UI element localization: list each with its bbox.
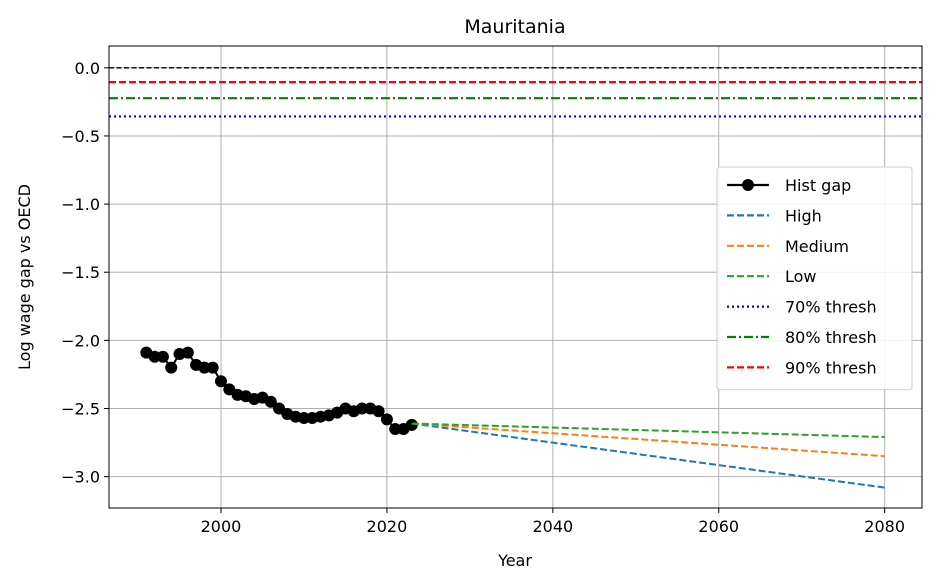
legend-box	[716, 166, 913, 391]
y-tick-label: −2.0	[61, 331, 100, 350]
x-tick-label: 2080	[864, 517, 905, 536]
y-tick-label: 0.0	[75, 59, 100, 78]
data-point	[380, 413, 393, 426]
data-point	[405, 418, 418, 431]
legend: Hist gap High Medium Low 70% thresh 80% thres…	[716, 166, 913, 391]
series-line-low	[411, 422, 885, 439]
x-axis-label: Year	[497, 551, 532, 570]
legend-entry-label: Medium	[785, 237, 849, 256]
data-point	[214, 375, 227, 388]
ticks: 2000 2020 2040 2060 2080 0.0 −0.5 −1.0 −1.5 −2.0 −…	[61, 59, 905, 536]
data-point	[148, 350, 161, 363]
y-tick-label: −1.5	[61, 263, 100, 282]
series-line-high	[411, 422, 885, 489]
legend-entry-label: Low	[785, 267, 817, 286]
data-point	[372, 405, 385, 418]
x-tick-label: 2020	[367, 517, 408, 536]
data-point	[356, 402, 369, 415]
x-tick-label: 2000	[201, 517, 242, 536]
legend-entry-label: 70% thresh	[785, 298, 877, 317]
data-point	[389, 422, 402, 435]
series-line-hist-gap	[145, 351, 413, 430]
data-point	[165, 361, 178, 374]
series-layer	[140, 346, 885, 489]
data-point	[156, 350, 169, 363]
y-axis-label: Log wage gap vs OECD	[15, 184, 34, 370]
legend-entry-label: Hist gap	[785, 176, 851, 195]
data-point	[264, 395, 277, 408]
data-point	[181, 346, 194, 359]
plot-frame	[108, 45, 923, 509]
data-point	[206, 361, 219, 374]
reference-lines	[109, 67, 922, 118]
y-tick-label: −2.5	[61, 400, 100, 419]
legend-entry-label: 90% thresh	[785, 358, 877, 377]
data-point	[297, 412, 310, 425]
legend-entry-label: 80% thresh	[785, 328, 877, 347]
y-tick-label: −1.0	[61, 195, 100, 214]
x-tick-label: 2040	[532, 517, 573, 536]
series-line-medium	[411, 422, 885, 458]
y-tick-label: −3.0	[61, 468, 100, 487]
chart-title: Mauritania	[464, 16, 565, 38]
legend-entry-label: High	[785, 206, 822, 225]
y-tick-label: −0.5	[61, 127, 100, 146]
legend-marker	[742, 179, 754, 191]
data-point	[198, 361, 211, 374]
x-tick-label: 2060	[698, 517, 739, 536]
